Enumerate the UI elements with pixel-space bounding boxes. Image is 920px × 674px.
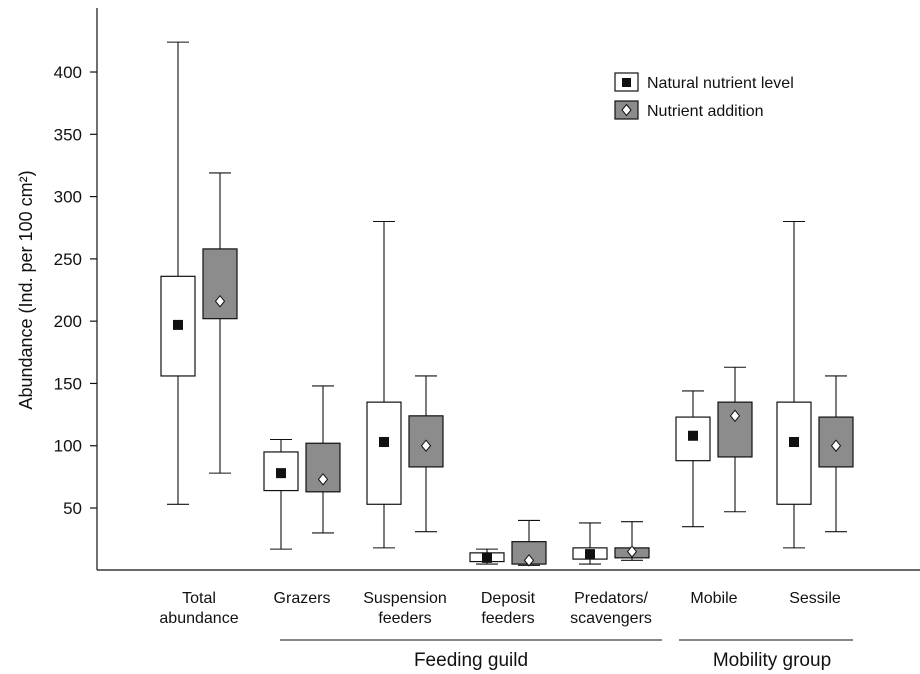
box-natural	[469, 548, 505, 565]
category-label: Deposit	[481, 590, 536, 607]
legend-label-addition: Nutrient addition	[647, 103, 764, 120]
y-tick-label: 100	[54, 437, 82, 456]
box-natural	[263, 438, 299, 550]
center-marker-diamond	[729, 409, 741, 423]
center-marker-diamond	[214, 294, 226, 308]
center-marker-square	[276, 468, 286, 479]
center-marker-diamond	[830, 439, 842, 453]
category-label: scavengers	[570, 610, 652, 627]
legend-marker-addition	[621, 103, 632, 117]
box-body	[202, 248, 238, 320]
group-label: Feeding guild	[414, 650, 528, 671]
box-addition	[305, 385, 341, 534]
category-label: feeders	[481, 610, 534, 627]
box-natural	[366, 220, 402, 549]
box-natural	[572, 522, 608, 565]
group-label: Mobility group	[713, 650, 831, 671]
center-marker-square	[482, 552, 492, 563]
y-tick-label: 50	[63, 499, 82, 518]
center-marker-diamond	[420, 439, 432, 453]
legend-marker-natural	[622, 78, 631, 87]
box-body	[366, 401, 402, 505]
y-ticks: 50 100 150 200 250 300 350 400	[54, 63, 97, 518]
category-label: Total	[182, 590, 216, 607]
box-addition	[614, 521, 650, 561]
legend-label-natural: Natural nutrient level	[647, 75, 794, 92]
y-tick-label: 300	[54, 188, 82, 207]
box-addition	[511, 519, 547, 567]
category-label: feeders	[378, 610, 431, 627]
center-marker-square	[585, 549, 595, 560]
box-natural	[160, 41, 196, 505]
center-marker-square	[173, 319, 183, 330]
box-addition	[202, 172, 238, 474]
legend: Natural nutrient level Nutrient addition	[614, 72, 794, 120]
category-label: Predators/	[574, 590, 648, 607]
box-addition	[717, 366, 753, 513]
category-label: abundance	[159, 610, 238, 627]
y-tick-label: 250	[54, 250, 82, 269]
box-addition	[408, 375, 444, 533]
category-label: Mobile	[690, 590, 737, 607]
y-tick-label: 150	[54, 374, 82, 393]
group-labels: Feeding guild Mobility group	[280, 639, 853, 671]
center-marker-square	[789, 436, 799, 447]
center-marker-diamond	[626, 545, 638, 558]
box-addition	[818, 375, 854, 533]
y-tick-label: 400	[54, 63, 82, 82]
y-tick-label: 200	[54, 312, 82, 331]
axes	[96, 8, 920, 571]
center-marker-diamond	[317, 473, 329, 486]
category-label: Grazers	[274, 590, 331, 607]
box-natural	[675, 390, 711, 528]
box-body	[776, 401, 812, 505]
y-tick-label: 350	[54, 125, 82, 144]
center-marker-square	[688, 430, 698, 441]
x-category-labels: Total abundance Grazers Suspension feeders De…	[159, 590, 840, 627]
center-marker-square	[379, 436, 389, 447]
boxes	[160, 41, 854, 567]
category-label: Suspension	[363, 590, 447, 607]
y-axis-title: Abundance (Ind. per 100 cm²)	[16, 170, 36, 409]
center-marker-diamond	[523, 554, 535, 567]
category-label: Sessile	[789, 590, 841, 607]
box-natural	[776, 220, 812, 549]
